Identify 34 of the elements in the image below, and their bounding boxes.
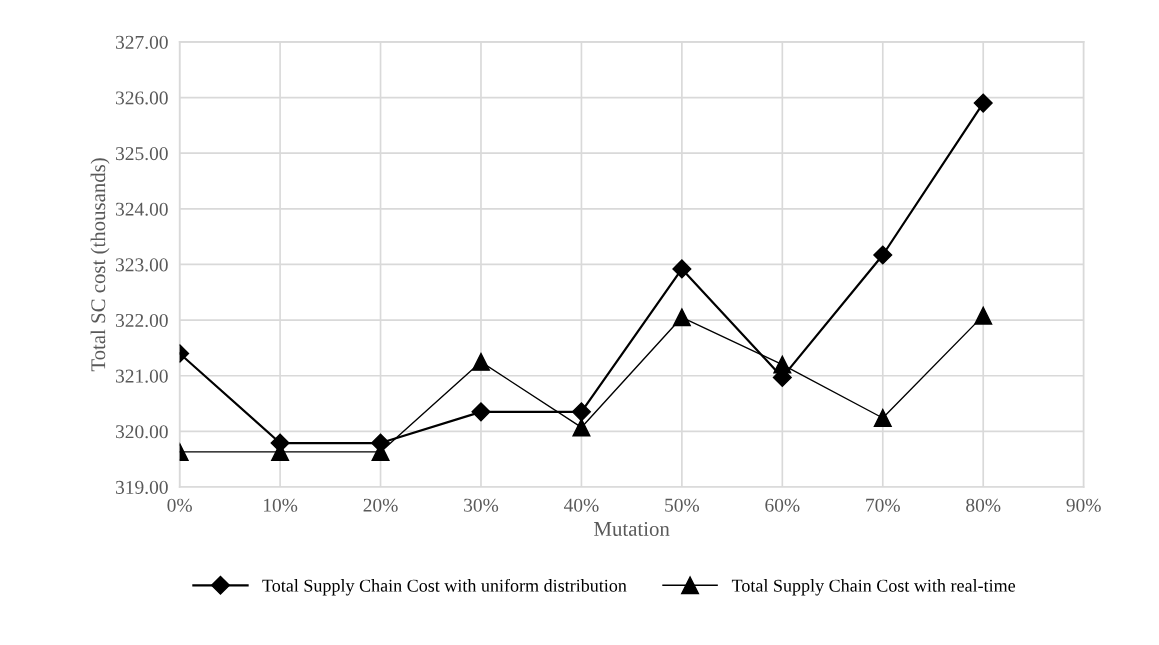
x-tick-label: 20% [363, 498, 398, 512]
point [973, 93, 993, 113]
y-tick-label: 326.00 [115, 91, 168, 105]
x-tick-label: 40% [563, 498, 599, 512]
point [571, 402, 591, 422]
legend-label: Total Supply Chain Cost with uniform distribution [262, 578, 627, 596]
point [873, 408, 892, 428]
y-tick-label: 322.00 [115, 313, 168, 328]
point [672, 259, 692, 279]
y-tick-label: 325.00 [115, 147, 168, 161]
y-tick-label: 320.00 [115, 425, 168, 439]
point [572, 418, 591, 437]
x-tick-label: 80% [966, 498, 1001, 512]
x-tick-label: 50% [665, 498, 700, 512]
x-tick-label: 0% [167, 498, 192, 512]
point [873, 245, 893, 265]
y-tick-label: 321.00 [115, 369, 168, 383]
x-axis-title: Mutation [594, 521, 670, 536]
legend-label: Total Supply Chain Cost with real-time [731, 579, 1016, 596]
point [773, 355, 792, 374]
point [974, 306, 993, 325]
y-tick-label: 324.00 [115, 202, 168, 216]
y-axis-title: Total SC cost (thousands) [90, 158, 110, 372]
point [471, 352, 491, 371]
y-tick-label: 327.00 [115, 35, 168, 49]
y-tick-label: 323.00 [115, 258, 168, 272]
point [672, 308, 691, 327]
x-tick-label: 30% [464, 498, 499, 512]
point [471, 402, 491, 422]
x-tick-label: 10% [263, 498, 298, 512]
x-tick-label: 70% [866, 498, 900, 512]
x-tick-label: 60% [765, 498, 800, 512]
x-tick-label: 90% [1066, 498, 1101, 512]
y-tick-label: 319.00 [115, 480, 168, 494]
